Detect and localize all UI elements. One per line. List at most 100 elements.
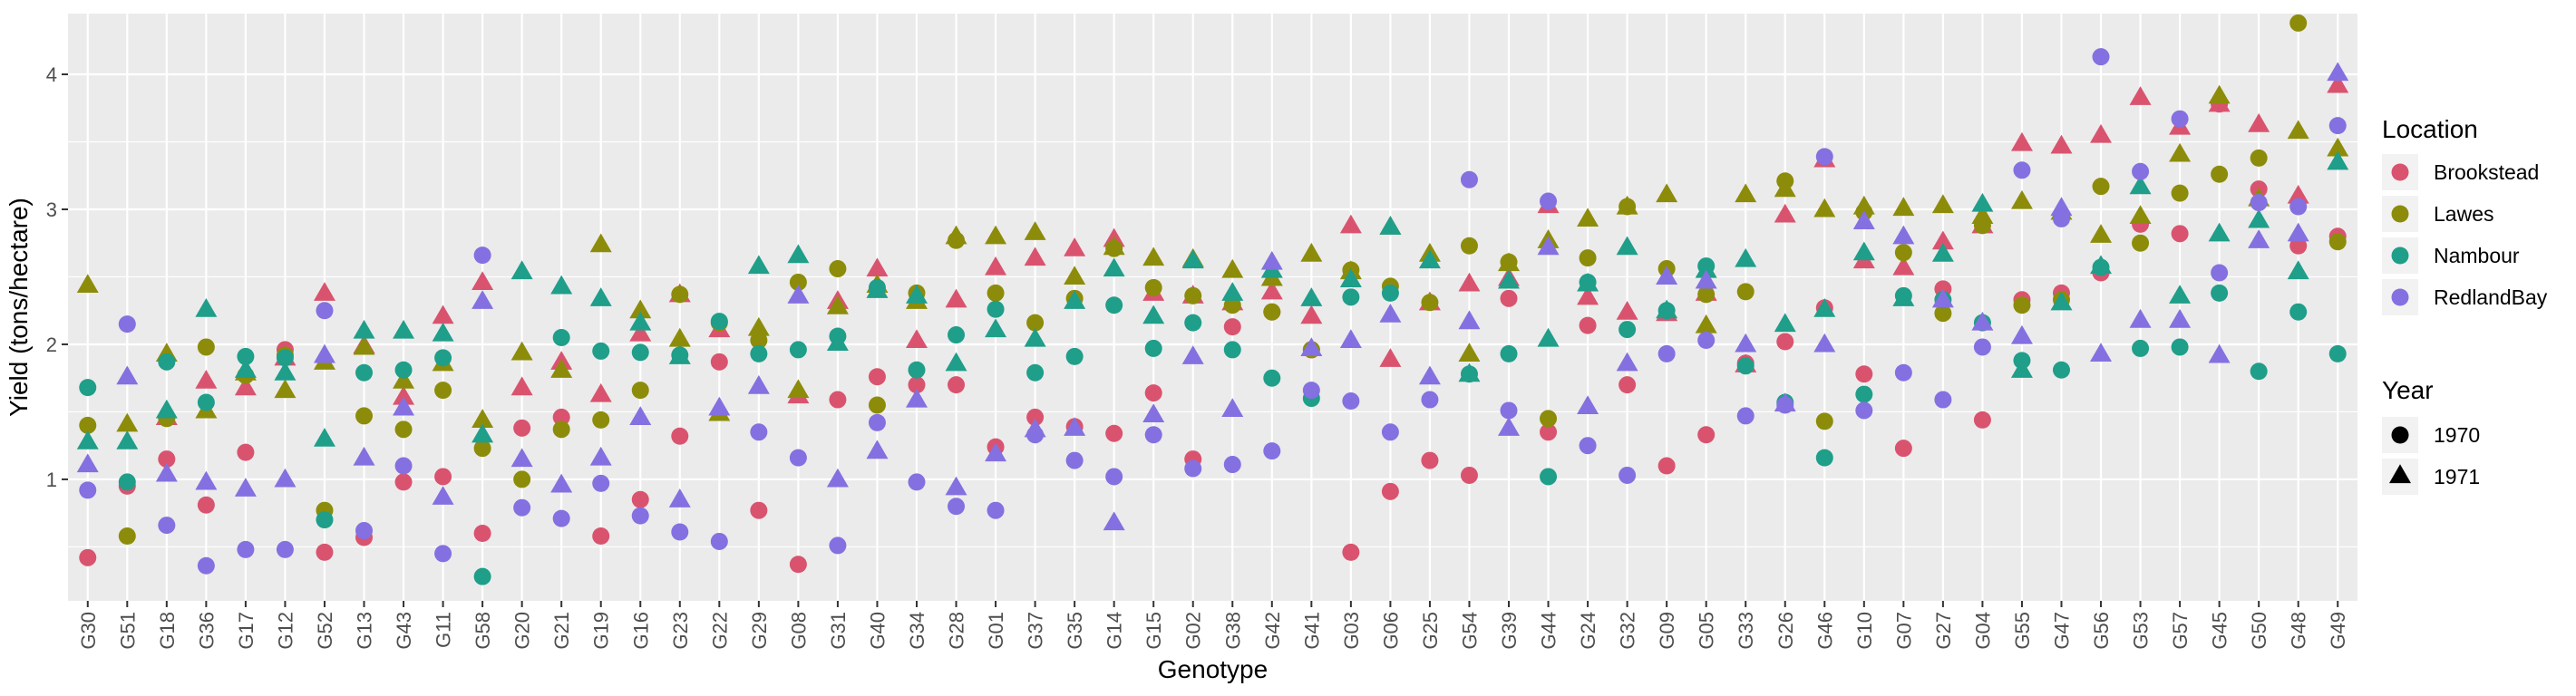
point-redlandbay-1971 bbox=[826, 468, 849, 488]
point-redlandbay-1971 bbox=[1024, 418, 1046, 438]
point-nambour-1970 bbox=[1855, 385, 1873, 403]
point-redlandbay-1971 bbox=[1260, 250, 1283, 270]
point-nambour-1970 bbox=[987, 300, 1005, 318]
x-tick-label: G37 bbox=[1025, 612, 1047, 650]
point-nambour-1971 bbox=[510, 260, 533, 280]
point-nambour-1971 bbox=[1537, 327, 1560, 347]
point-nambour-1971 bbox=[393, 319, 415, 339]
y-tick-label: 1 bbox=[46, 469, 57, 491]
point-lawes-1970 bbox=[1579, 249, 1597, 267]
point-brookstead-1970 bbox=[1855, 365, 1873, 383]
x-tick-label: G09 bbox=[1656, 612, 1678, 650]
point-brookstead-1970 bbox=[1381, 482, 1399, 500]
point-nambour-1971 bbox=[432, 322, 454, 342]
point-redlandbay-1971 bbox=[1616, 352, 1638, 372]
point-nambour-1971 bbox=[747, 255, 770, 275]
point-lawes-1971 bbox=[393, 369, 415, 389]
point-lawes-1971 bbox=[2208, 84, 2231, 104]
point-brookstead-1970 bbox=[829, 391, 847, 409]
point-nambour-1970 bbox=[316, 511, 334, 529]
point-brookstead-1970 bbox=[948, 376, 966, 394]
point-redlandbay-1970 bbox=[2250, 194, 2268, 212]
point-lawes-1970 bbox=[987, 284, 1005, 302]
point-redlandbay-1971 bbox=[1537, 236, 1560, 256]
point-brookstead-1970 bbox=[1500, 289, 1518, 307]
point-redlandbay-1970 bbox=[1894, 363, 1912, 382]
point-redlandbay-1970 bbox=[1736, 407, 1755, 425]
point-lawes-1971 bbox=[2327, 137, 2349, 157]
point-redlandbay-1970 bbox=[671, 523, 689, 541]
point-nambour-1971 bbox=[155, 399, 178, 419]
point-redlandbay-1971 bbox=[2287, 222, 2309, 242]
point-lawes-1970 bbox=[631, 382, 649, 400]
point-brookstead-1970 bbox=[1421, 451, 1439, 469]
x-tick-label: G41 bbox=[1300, 612, 1323, 650]
y-axis: 1 2 3 4 bbox=[46, 63, 68, 491]
point-nambour-1971 bbox=[2090, 255, 2113, 275]
point-redlandbay-1971 bbox=[1300, 337, 1323, 356]
x-tick-label: G53 bbox=[2130, 612, 2153, 650]
point-nambour-1971 bbox=[826, 332, 849, 352]
point-redlandbay-1971 bbox=[945, 476, 967, 496]
y-tick-label: 4 bbox=[46, 63, 57, 86]
point-lawes-1970 bbox=[671, 285, 689, 304]
legend-label-redlandbay: RedlandBay bbox=[2434, 285, 2548, 309]
point-nambour-1971 bbox=[1379, 216, 1402, 235]
point-lawes-1970 bbox=[829, 260, 847, 278]
point-brookstead-1971 bbox=[905, 329, 928, 349]
x-tick-label: G22 bbox=[708, 612, 731, 650]
point-redlandbay-1971 bbox=[1931, 288, 1954, 308]
x-tick-label: G46 bbox=[1813, 612, 1836, 650]
x-tick-label: G12 bbox=[274, 612, 296, 650]
point-brookstead-1971 bbox=[2287, 184, 2309, 204]
point-brookstead-1970 bbox=[316, 543, 334, 561]
point-nambour-1971 bbox=[116, 430, 139, 450]
point-nambour-1971 bbox=[1458, 362, 1481, 382]
point-redlandbay-1971 bbox=[313, 343, 335, 363]
point-redlandbay-1970 bbox=[2171, 110, 2189, 128]
legend-location: Location Brookstead Lawes Nambour RedlandBa… bbox=[2382, 115, 2548, 315]
point-brookstead-1970 bbox=[1579, 316, 1597, 334]
point-brookstead-1970 bbox=[631, 490, 649, 508]
point-lawes-1970 bbox=[118, 527, 136, 545]
x-tick-label: G45 bbox=[2209, 612, 2231, 650]
point-nambour-1970 bbox=[237, 347, 255, 365]
point-nambour-1970 bbox=[473, 567, 491, 585]
point-lawes-1970 bbox=[552, 420, 570, 439]
point-nambour-1970 bbox=[1736, 357, 1755, 375]
point-nambour-1970 bbox=[750, 344, 768, 362]
point-redlandbay-1971 bbox=[1221, 398, 1244, 418]
x-tick-label: G38 bbox=[1221, 612, 1244, 650]
point-nambour-1971 bbox=[2050, 291, 2073, 311]
point-redlandbay-1971 bbox=[985, 442, 1007, 462]
x-tick-label: G01 bbox=[985, 612, 1007, 650]
x-tick-label: G07 bbox=[1892, 612, 1915, 650]
point-nambour-1971 bbox=[1695, 258, 1717, 278]
point-redlandbay-1970 bbox=[1381, 423, 1399, 441]
point-brookstead-1971 bbox=[313, 282, 335, 301]
point-nambour-1971 bbox=[1852, 241, 1875, 261]
point-lawes-1970 bbox=[868, 396, 886, 414]
point-brookstead-1970 bbox=[671, 427, 689, 445]
point-nambour-1971 bbox=[1616, 236, 1638, 256]
point-nambour-1971 bbox=[234, 359, 257, 378]
point-redlandbay-1970 bbox=[473, 246, 491, 265]
point-lawes-1970 bbox=[592, 411, 610, 429]
point-lawes-1971 bbox=[826, 295, 849, 314]
point-lawes-1971 bbox=[2169, 142, 2192, 162]
point-redlandbay-1970 bbox=[197, 556, 215, 575]
x-tick-label: G27 bbox=[1932, 612, 1955, 650]
point-nambour-1970 bbox=[948, 326, 966, 344]
point-redlandbay-1971 bbox=[274, 468, 296, 488]
point-brookstead-1971 bbox=[2248, 112, 2270, 132]
point-redlandbay-1971 bbox=[1735, 333, 1757, 353]
point-lawes-1971 bbox=[787, 379, 810, 399]
point-redlandbay-1971 bbox=[1498, 417, 1521, 436]
point-nambour-1971 bbox=[905, 285, 928, 304]
point-redlandbay-1970 bbox=[1065, 451, 1084, 469]
point-brookstead-1971 bbox=[2050, 134, 2073, 154]
point-brookstead-1970 bbox=[197, 496, 215, 514]
x-tick-label: G47 bbox=[2050, 612, 2073, 650]
point-redlandbay-1971 bbox=[1142, 403, 1165, 422]
point-lawes-1970 bbox=[2132, 234, 2150, 252]
